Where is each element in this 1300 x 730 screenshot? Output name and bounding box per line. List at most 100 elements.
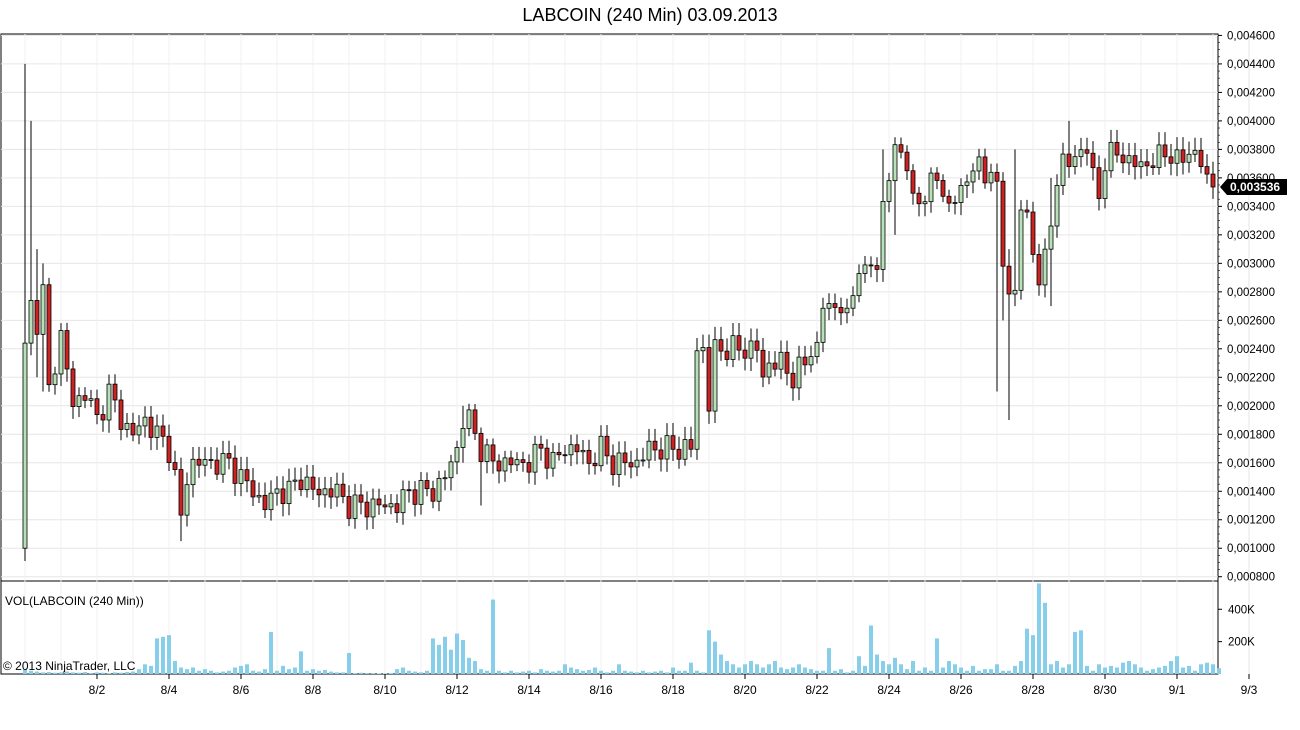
candle-down [1114, 141, 1120, 156]
candle-up [88, 398, 94, 401]
candle-up [826, 303, 832, 309]
candle-down [130, 422, 136, 436]
volume-bar [815, 670, 819, 674]
volume-bar [1013, 665, 1017, 674]
volume-bar [869, 625, 873, 674]
volume-bar [551, 671, 555, 674]
volume-bar [1133, 664, 1137, 674]
candle-down [874, 265, 880, 270]
candle-down [898, 144, 904, 153]
candle-down [226, 453, 232, 459]
candle-up [532, 443, 538, 473]
volume-bar [35, 671, 39, 674]
candle-down [478, 432, 484, 462]
candle-down [832, 303, 838, 308]
candle-down [1000, 180, 1006, 267]
time-tick-label: 8/2 [89, 683, 106, 697]
volume-bar [1217, 668, 1221, 674]
volume-bar [83, 672, 87, 674]
price-tick-label: 0,001600 [1227, 458, 1275, 470]
candle-down [394, 503, 400, 514]
candle-up [682, 439, 688, 460]
volume-bar [959, 667, 963, 674]
candle-down [148, 416, 154, 438]
candle-up [634, 459, 640, 468]
candle-down [760, 349, 766, 378]
volume-bar [107, 673, 111, 674]
candle-up [862, 264, 868, 274]
candle-up [322, 488, 328, 496]
volume-bar [1067, 664, 1071, 674]
time-tick-label: 8/16 [589, 683, 613, 697]
volume-bar [1049, 664, 1053, 674]
volume-bar [797, 664, 801, 674]
volume-axis: 200K 400K [1218, 604, 1255, 649]
volume-bar [725, 661, 729, 674]
candle-up [640, 459, 646, 462]
candle-down [904, 151, 910, 172]
volume-bar [41, 672, 45, 674]
candle-up [304, 476, 310, 491]
volume-bar [995, 664, 999, 674]
candle-down [772, 362, 778, 370]
volume-bar [695, 670, 699, 674]
volume-bar [923, 667, 927, 674]
candle-up [922, 201, 928, 205]
volume-bar [125, 672, 129, 674]
price-tick-label: 0,001200 [1227, 515, 1275, 527]
volume-bar [401, 667, 405, 674]
candle-up [1108, 141, 1114, 172]
price-panel[interactable] [0, 33, 1219, 582]
candle-down [838, 307, 844, 314]
volume-bars [23, 583, 1221, 675]
candle-up [418, 480, 424, 505]
volume-bar [443, 636, 447, 674]
volume-bar [1139, 667, 1143, 674]
volume-panel[interactable] [0, 580, 1219, 675]
price-tick-label: 0,002800 [1227, 287, 1275, 299]
candle-down [520, 459, 526, 463]
candle-down [280, 488, 286, 504]
candle-down [1150, 165, 1156, 169]
volume-bar [761, 667, 765, 674]
candle-up [40, 284, 46, 335]
candle-down [214, 459, 220, 475]
candle-down [556, 451, 562, 456]
volume-bar [23, 669, 27, 674]
candle-down [346, 496, 352, 519]
candle-up [580, 449, 586, 453]
candle-up [466, 409, 472, 429]
volume-bar [221, 671, 225, 674]
candle-up [106, 383, 112, 421]
volume-bar [671, 667, 675, 674]
price-axis: 0,000800 0,001000 0,001200 0,001400 0,001600… [1218, 30, 1275, 584]
volume-bar [215, 672, 219, 674]
candle-down [1168, 156, 1174, 164]
candle-up [928, 172, 934, 203]
volume-bar [1103, 667, 1107, 674]
volume-bar [665, 672, 669, 674]
volume-bar [227, 670, 231, 674]
volume-tick-label: 200K [1228, 637, 1255, 649]
candle-up [502, 457, 508, 472]
chart-title: LABCOIN (240 Min) 03.09.2013 [522, 5, 778, 25]
volume-bar [323, 669, 327, 674]
candle-up [28, 300, 34, 344]
volume-bar [437, 644, 441, 674]
candle-down [262, 494, 268, 511]
candle-down [82, 395, 88, 401]
price-tick-label: 0,000800 [1227, 572, 1275, 584]
time-tick-label: 8/22 [805, 683, 829, 697]
volume-bar [497, 670, 501, 674]
volume-bar [821, 670, 825, 674]
volume-bar [545, 670, 549, 674]
price-tick-label: 0,004600 [1227, 30, 1275, 42]
candle-down [1162, 144, 1168, 158]
candle-down [526, 462, 532, 473]
volume-bar [377, 673, 381, 675]
volume-bar [773, 661, 777, 674]
volume-bar [137, 669, 141, 674]
candle-up [256, 494, 262, 498]
volume-bar [281, 665, 285, 674]
